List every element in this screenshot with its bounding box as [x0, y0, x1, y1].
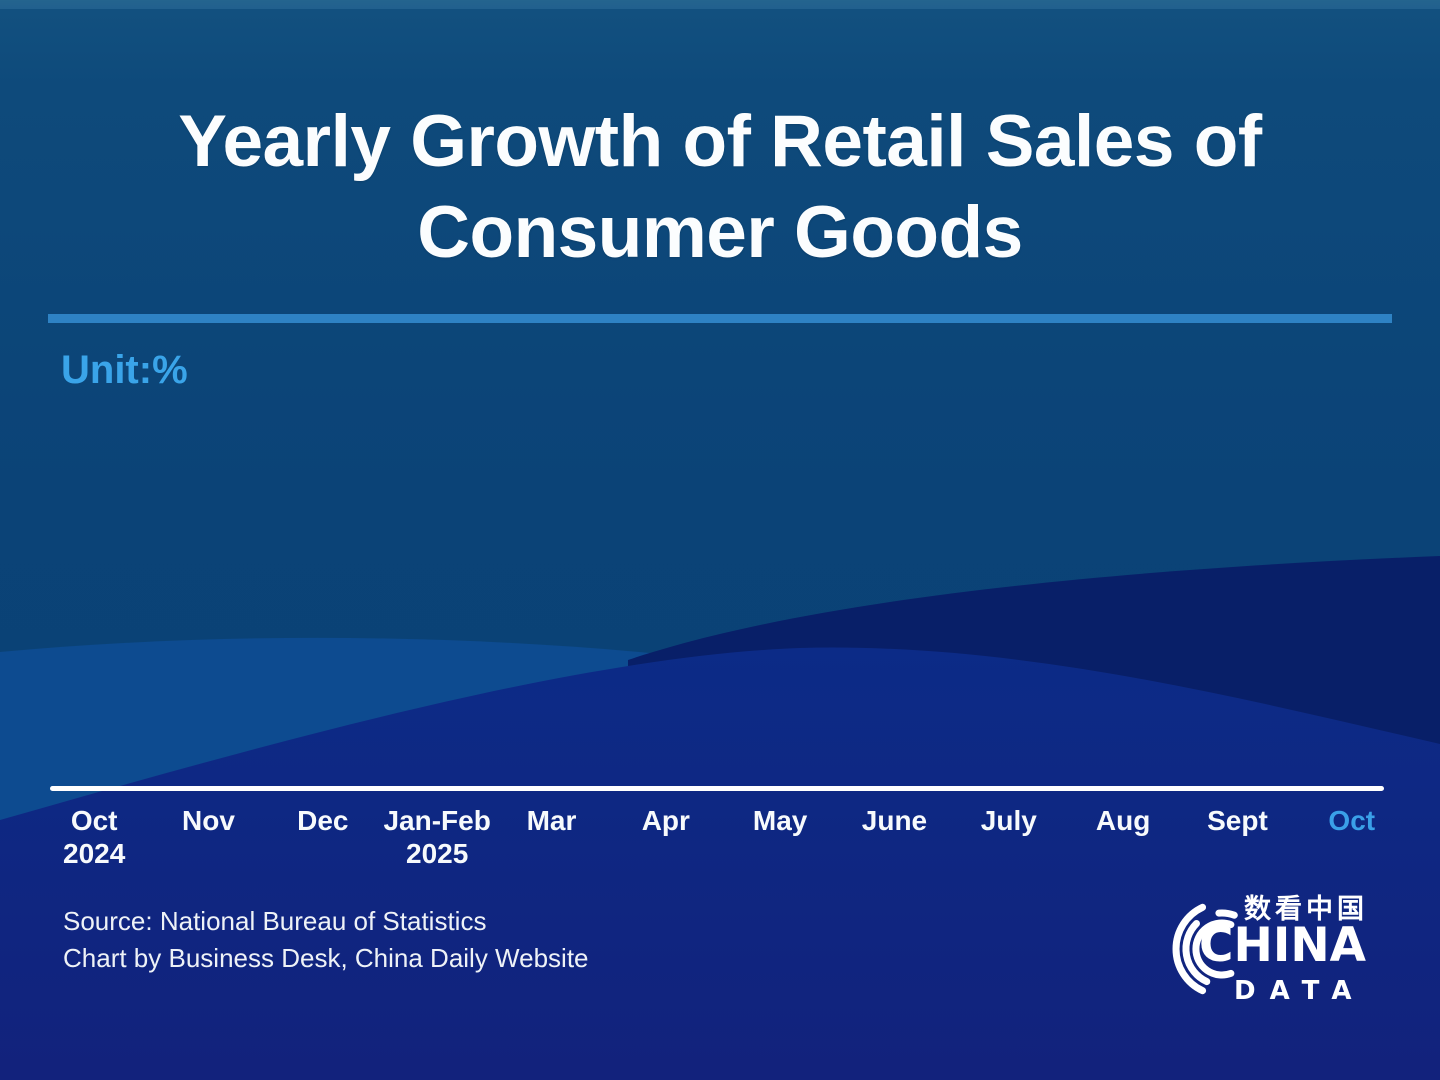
- x-axis-label-may: May: [752, 805, 808, 836]
- page-title-line2: Consumer Goods: [417, 192, 1023, 273]
- x-axis-labels: Oct 2024 Nov Dec Jan-Feb 2025 Mar Apr Ma…: [37, 804, 1409, 870]
- logo-data-text: DATA: [1234, 976, 1366, 1006]
- x-axis-label-nov: Nov: [182, 805, 235, 836]
- top-edge-strip: [0, 0, 1440, 9]
- x-axis-label-oct-current: Oct: [1328, 805, 1376, 836]
- logo-arcs-icon: [1172, 903, 1238, 995]
- x-axis-label-aug: Aug: [1095, 805, 1151, 836]
- x-axis-label-june: June: [861, 805, 928, 836]
- logo-cjk-text: 数看中国: [1244, 894, 1368, 924]
- page-title: Yearly Growth of Retail Sales of Consume…: [0, 96, 1440, 278]
- x-axis-label-janfeb-2025: Jan-Feb 2025: [383, 805, 491, 869]
- page-title-line1: Yearly Growth of Retail Sales of: [178, 101, 1262, 182]
- x-axis-label-july: July: [980, 805, 1037, 836]
- logo-china-text: CHINA: [1199, 918, 1367, 973]
- x-axis-label-dec: Dec: [297, 805, 349, 836]
- x-axis-label-sept: Sept: [1207, 805, 1268, 836]
- source-line-2: Chart by Business Desk, China Daily Webs…: [63, 943, 589, 973]
- x-axis-label-mar: Mar: [526, 805, 577, 836]
- x-axis-label-oct-2024: Oct 2024: [63, 805, 126, 869]
- title-divider: [48, 314, 1392, 323]
- bg-wave-royal: [0, 647, 1440, 1080]
- x-axis-label-apr: Apr: [641, 805, 690, 836]
- unit-label: Unit:%: [61, 348, 188, 392]
- source-line-1: Source: National Bureau of Statistics: [63, 906, 487, 936]
- source-credit: Source: National Bureau of Statistics Ch…: [63, 903, 589, 977]
- china-data-logo: 数看中国 CHINA DATA: [1168, 890, 1380, 1014]
- x-axis-line: [50, 786, 1384, 791]
